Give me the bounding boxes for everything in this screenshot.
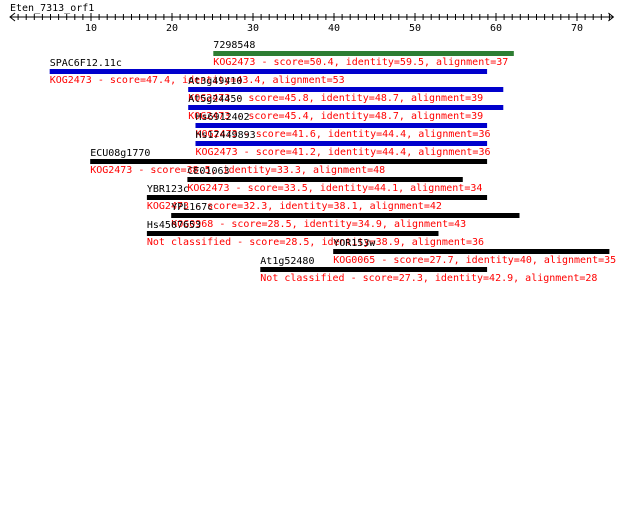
axis-tick-label: 50 <box>409 23 421 34</box>
hit-bar <box>195 141 488 146</box>
axis-tick-label: 40 <box>328 23 340 34</box>
hit-name[interactable]: Hs17449893 <box>195 130 255 141</box>
hit-name[interactable]: ECU08g1770 <box>90 148 150 159</box>
axis-tick-label: 60 <box>490 23 502 34</box>
hit-row: YOR153w KOG0065 - score=27.7, identity=40… <box>333 238 616 266</box>
hit-bar <box>90 159 488 164</box>
hit-bar <box>146 231 439 236</box>
hit-row: ECU08g1770 KOG2473 - score=38.5, identity… <box>90 148 488 176</box>
hit-name[interactable]: YBR123c <box>147 184 189 195</box>
hit-row: YBR123c KOG2473 - score=32.3, identity=38… <box>146 184 488 212</box>
axis-left-arrow-icon <box>9 12 16 22</box>
axis-tick-label: 20 <box>166 23 178 34</box>
hit-list: 7298548 KOG2473 - score=50.4, identity=59… <box>49 40 616 284</box>
hit-row: Hs6912402 KOG2473 - score=41.6, identity=… <box>195 112 491 140</box>
hit-name[interactable]: 7298548 <box>213 40 255 51</box>
hit-name[interactable]: Hs6912402 <box>195 112 249 123</box>
hit-detail: KOG2473 - score=38.5, identity=33.3, ali… <box>90 165 385 176</box>
hit-detail: KOG2473 - score=41.6, identity=44.4, ali… <box>195 129 490 140</box>
hit-bar <box>260 267 488 272</box>
hit-row: YPL167c KOG0968 - score=28.5, identity=34… <box>171 202 520 230</box>
hit-detail: KOG2473 - score=32.3, identity=38.1, ali… <box>147 201 442 212</box>
hit-name[interactable]: YOR153w <box>333 238 376 249</box>
hit-detail: KOG2473 - score=47.4, identity=43.4, ali… <box>50 75 345 86</box>
axis-tick-label: 30 <box>247 23 259 34</box>
hit-name[interactable]: At1g52480 <box>260 256 314 267</box>
hit-bar <box>146 195 488 200</box>
hit-row: Hs17449893 KOG2473 - score=41.2, identity… <box>195 130 491 158</box>
hit-bar <box>195 123 488 128</box>
hit-detail: Not classified - score=28.5, identity=38… <box>147 237 484 248</box>
hit-bar <box>333 249 610 254</box>
hit-row: At5g24450 KOG2473 - score=45.4, identity=… <box>188 94 504 122</box>
hit-name[interactable]: Hs4507653 <box>147 220 201 231</box>
hit-name[interactable]: CE01063 <box>187 166 229 177</box>
hit-detail: KOG2473 - score=33.5, identity=44.1, ali… <box>187 183 482 194</box>
axis-tick-label: 70 <box>571 23 583 34</box>
position-axis: 10 20 30 40 50 60 70 <box>9 12 615 34</box>
hit-bar <box>171 213 520 218</box>
hit-detail: Not classified - score=27.3, identity=42… <box>260 273 597 284</box>
hit-detail: KOG0968 - score=28.5, identity=34.9, ali… <box>171 219 466 230</box>
hit-name[interactable]: At5g24450 <box>188 94 242 105</box>
hit-detail: KOG2473 - score=50.4, identity=59.5, ali… <box>213 57 508 68</box>
hit-detail: KOG0065 - score=27.7, identity=40, align… <box>333 255 616 266</box>
hit-bar <box>187 177 463 182</box>
axis-tick-label: 10 <box>85 23 97 34</box>
axis-right-arrow-icon <box>608 12 615 22</box>
hit-bar <box>213 51 514 56</box>
hit-bar <box>188 105 504 110</box>
sequence-title: Eten_7313_orf1 <box>10 3 94 14</box>
hit-detail: KOG2473 - score=41.2, identity=44.4, ali… <box>195 147 490 158</box>
hit-row: 7298548 KOG2473 - score=50.4, identity=59… <box>213 40 514 68</box>
hit-row: At1g52480 Not classified - score=27.3, id… <box>260 256 597 284</box>
hit-row: CE01063 KOG2473 - score=33.5, identity=44… <box>187 166 482 194</box>
hit-bar <box>49 69 488 74</box>
hit-detail: KOG2473 - score=45.8, identity=48.7, ali… <box>188 93 483 104</box>
hit-name[interactable]: YPL167c <box>171 202 213 213</box>
hit-row: At3g49410 KOG2473 - score=45.8, identity=… <box>188 76 504 104</box>
hit-name[interactable]: At3g49410 <box>188 76 242 87</box>
hit-bar <box>188 87 504 92</box>
hit-name[interactable]: SPAC6F12.11c <box>50 58 122 69</box>
hit-row: Hs4507653 Not classified - score=28.5, id… <box>146 220 484 248</box>
hit-detail: KOG2473 - score=45.4, identity=48.7, ali… <box>188 111 483 122</box>
hit-row: SPAC6F12.11c KOG2473 - score=47.4, identi… <box>49 58 488 86</box>
